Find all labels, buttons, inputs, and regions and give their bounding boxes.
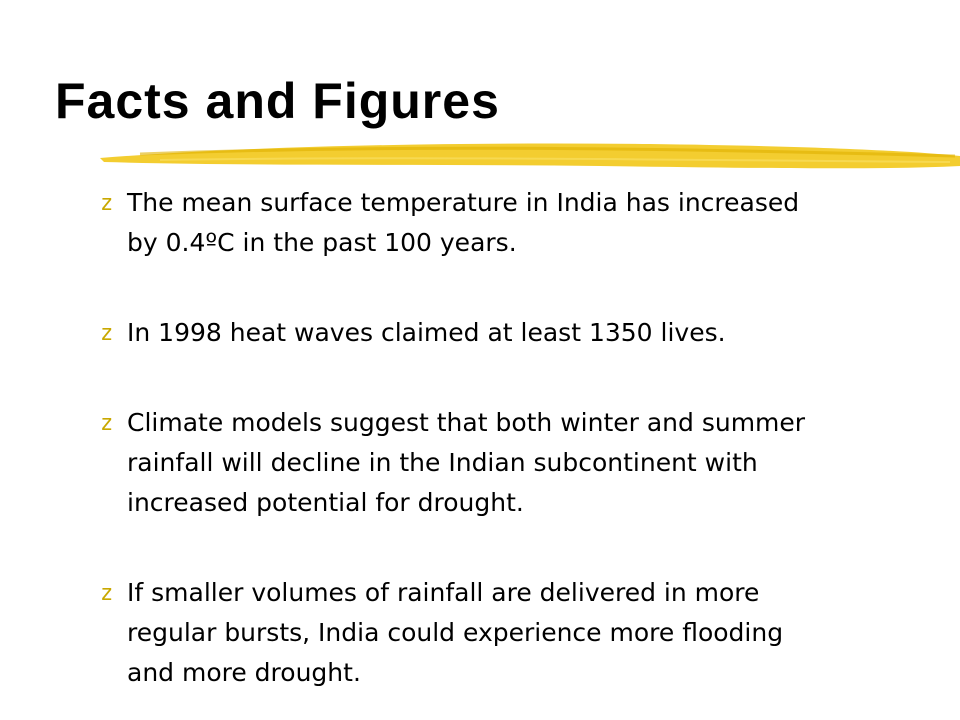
bullet-text: Climate models suggest that both winter … <box>127 408 806 437</box>
bullet-text: increased potential for drought. <box>127 488 524 517</box>
bullet-text: If smaller volumes of rainfall are deliv… <box>127 578 760 607</box>
bullet-text: rainfall will decline in the Indian subc… <box>127 448 758 477</box>
bullet-marker: z <box>100 191 114 216</box>
bullet-text: In 1998 heat waves claimed at least 1350… <box>127 318 726 347</box>
slide-title: Facts and Figures <box>55 73 500 129</box>
bullet-marker: z <box>100 411 114 436</box>
bullet-text: The mean surface temperature in India ha… <box>127 188 800 217</box>
bullet-text: and more drought. <box>127 658 361 687</box>
bullet-marker: z <box>100 581 114 606</box>
bullet-text: regular bursts, India could experience m… <box>127 618 784 647</box>
bullet-text: by 0.4ºC in the past 100 years. <box>127 228 517 257</box>
bullet-marker: z <box>100 321 114 346</box>
